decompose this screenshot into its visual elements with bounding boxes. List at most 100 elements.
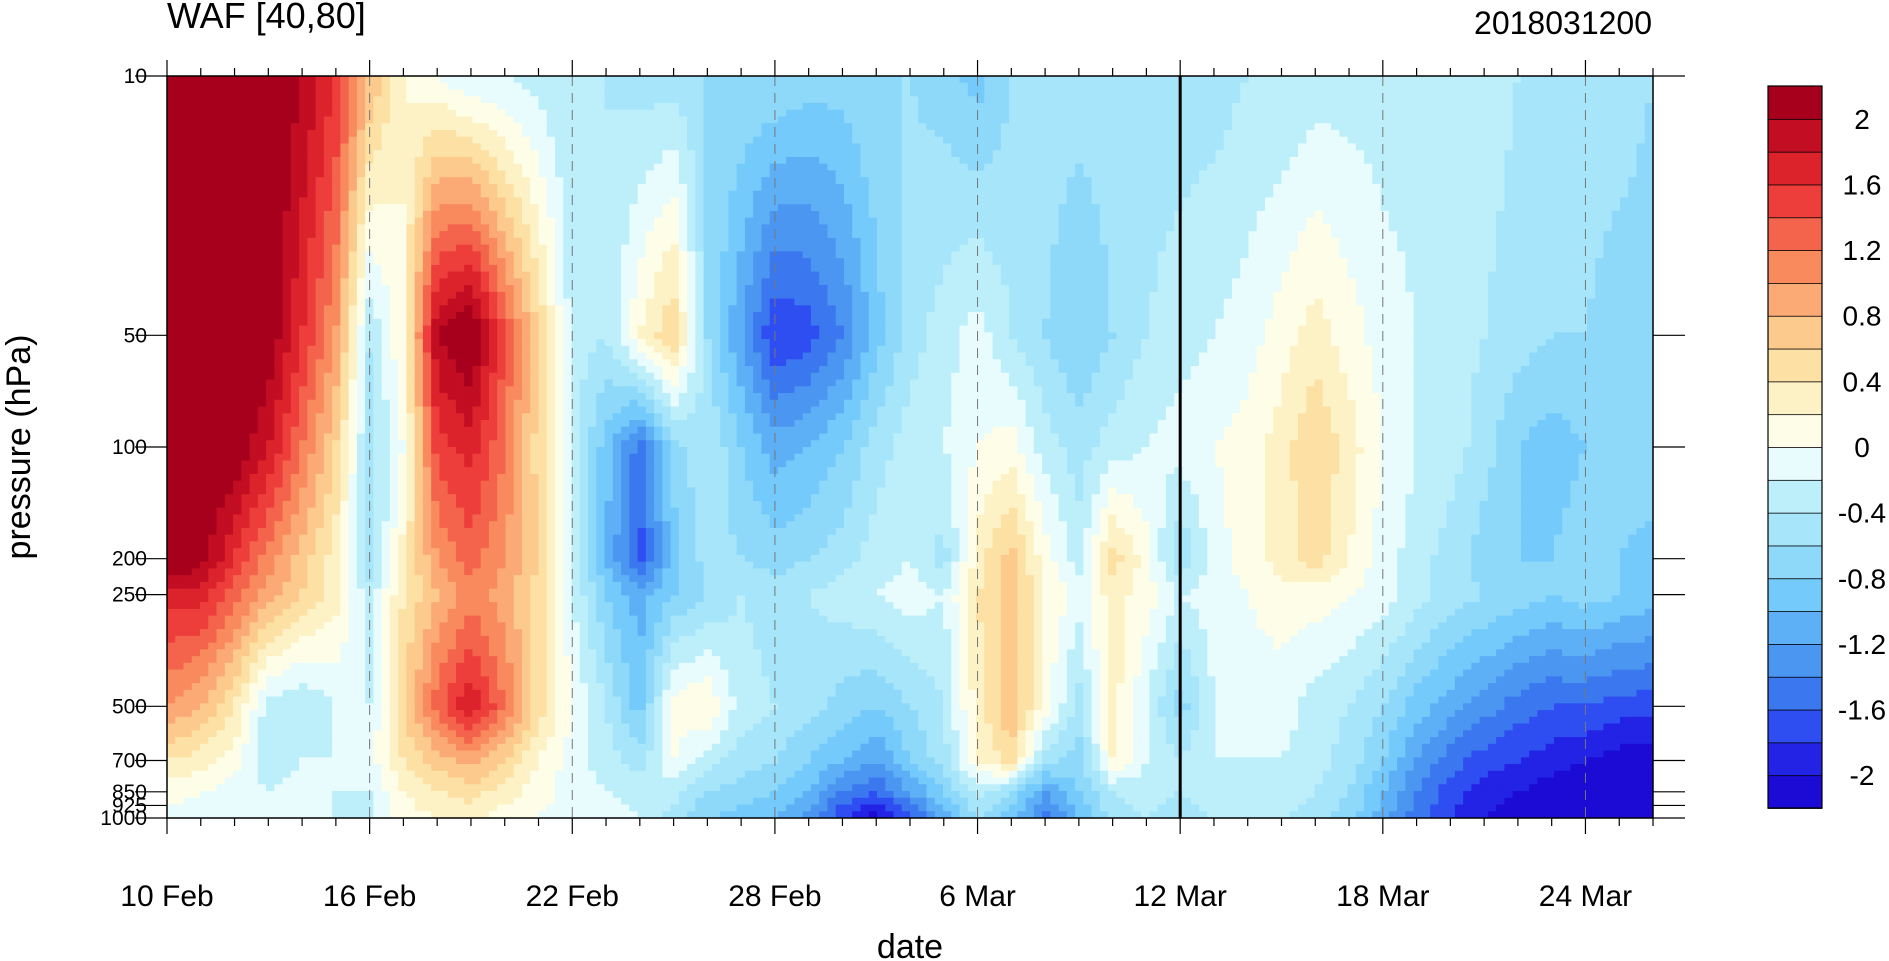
heatmap-cell: [654, 238, 663, 245]
heatmap-cell: [1199, 238, 1208, 245]
heatmap-cell: [902, 224, 911, 231]
heatmap-cell: [456, 245, 465, 252]
heatmap-cell: [406, 116, 415, 123]
heatmap-cell: [1496, 96, 1505, 103]
heatmap-cell: [1339, 177, 1348, 184]
heatmap-cell: [1513, 123, 1522, 130]
heatmap-cell: [786, 231, 795, 238]
heatmap-cell: [927, 251, 936, 258]
heatmap-cell: [737, 238, 746, 245]
heatmap-cell: [1092, 204, 1101, 211]
heatmap-cell: [993, 103, 1002, 110]
heatmap-cell: [695, 76, 704, 83]
heatmap-cell: [1215, 218, 1224, 225]
heatmap-cell: [1207, 143, 1216, 150]
heatmap-cell: [935, 116, 944, 123]
heatmap-cell: [241, 83, 250, 90]
heatmap-cell: [712, 130, 721, 137]
heatmap-cell: [877, 96, 886, 103]
heatmap-cell: [1149, 191, 1158, 198]
heatmap-cell: [860, 238, 869, 245]
heatmap-cell: [588, 96, 597, 103]
heatmap-cell: [1158, 191, 1167, 198]
heatmap-cell: [596, 251, 605, 258]
heatmap-cell: [1471, 170, 1480, 177]
heatmap-cell: [819, 184, 828, 191]
heatmap-cell: [910, 211, 919, 218]
heatmap-cell: [1207, 76, 1216, 83]
heatmap-cell: [1587, 218, 1596, 225]
heatmap-cell: [316, 150, 325, 157]
heatmap-cell: [1438, 164, 1447, 171]
heatmap-cell: [241, 110, 250, 117]
heatmap-cell: [439, 116, 448, 123]
heatmap-cell: [1504, 76, 1513, 83]
heatmap-cell: [1381, 96, 1390, 103]
heatmap-cell: [1620, 231, 1629, 238]
heatmap-cell: [1546, 238, 1555, 245]
heatmap-cell: [596, 130, 605, 137]
heatmap-cell: [1232, 258, 1241, 265]
heatmap-cell: [1323, 191, 1332, 198]
heatmap-cell: [1447, 197, 1456, 204]
heatmap-cell: [175, 150, 184, 157]
heatmap-cell: [1174, 116, 1183, 123]
heatmap-cell: [1405, 251, 1414, 258]
heatmap-cell: [1182, 150, 1191, 157]
heatmap-cell: [316, 123, 325, 130]
heatmap-cell: [1414, 204, 1423, 211]
heatmap-cell: [1182, 170, 1191, 177]
heatmap-cell: [1166, 96, 1175, 103]
heatmap-cell: [960, 76, 969, 83]
heatmap-cell: [1306, 130, 1315, 137]
heatmap-cell: [382, 110, 391, 117]
heatmap-cell: [935, 89, 944, 96]
heatmap-cell: [349, 116, 358, 123]
heatmap-cell: [605, 197, 614, 204]
heatmap-cell: [1133, 231, 1142, 238]
heatmap-cell: [1339, 83, 1348, 90]
heatmap-cell: [1174, 96, 1183, 103]
heatmap-cell: [1348, 251, 1357, 258]
heatmap-cell: [712, 157, 721, 164]
heatmap-cell: [1480, 137, 1489, 144]
heatmap-cell: [761, 137, 770, 144]
heatmap-cell: [720, 258, 729, 265]
heatmap-cell: [1546, 211, 1555, 218]
heatmap-cell: [1356, 177, 1365, 184]
heatmap-cell: [1488, 83, 1497, 90]
heatmap-cell: [1356, 89, 1365, 96]
heatmap-cell: [687, 103, 696, 110]
heatmap-cell: [951, 116, 960, 123]
heatmap-cell: [241, 103, 250, 110]
heatmap-cell: [439, 197, 448, 204]
heatmap-cell: [1215, 251, 1224, 258]
heatmap-cell: [1182, 184, 1191, 191]
heatmap-cell: [1282, 164, 1291, 171]
heatmap-cell: [852, 184, 861, 191]
heatmap-cell: [605, 76, 614, 83]
heatmap-cell: [349, 130, 358, 137]
heatmap-cell: [382, 231, 391, 238]
heatmap-cell: [638, 191, 647, 198]
heatmap-cell: [968, 89, 977, 96]
heatmap-cell: [646, 238, 655, 245]
heatmap-cell: [258, 76, 267, 83]
heatmap-cell: [976, 137, 985, 144]
heatmap-cell: [1488, 238, 1497, 245]
heatmap-cell: [332, 231, 341, 238]
heatmap-cell: [1364, 197, 1373, 204]
heatmap-cell: [1496, 170, 1505, 177]
heatmap-cell: [1240, 204, 1249, 211]
heatmap-cell: [984, 177, 993, 184]
heatmap-cell: [1570, 231, 1579, 238]
heatmap-cell: [753, 130, 762, 137]
heatmap-cell: [580, 103, 589, 110]
heatmap-cell: [1282, 231, 1291, 238]
heatmap-cell: [274, 83, 283, 90]
heatmap-cell: [1166, 123, 1175, 130]
heatmap-cell: [373, 157, 382, 164]
heatmap-cell: [373, 116, 382, 123]
heatmap-cell: [671, 245, 680, 252]
heatmap-cell: [927, 170, 936, 177]
